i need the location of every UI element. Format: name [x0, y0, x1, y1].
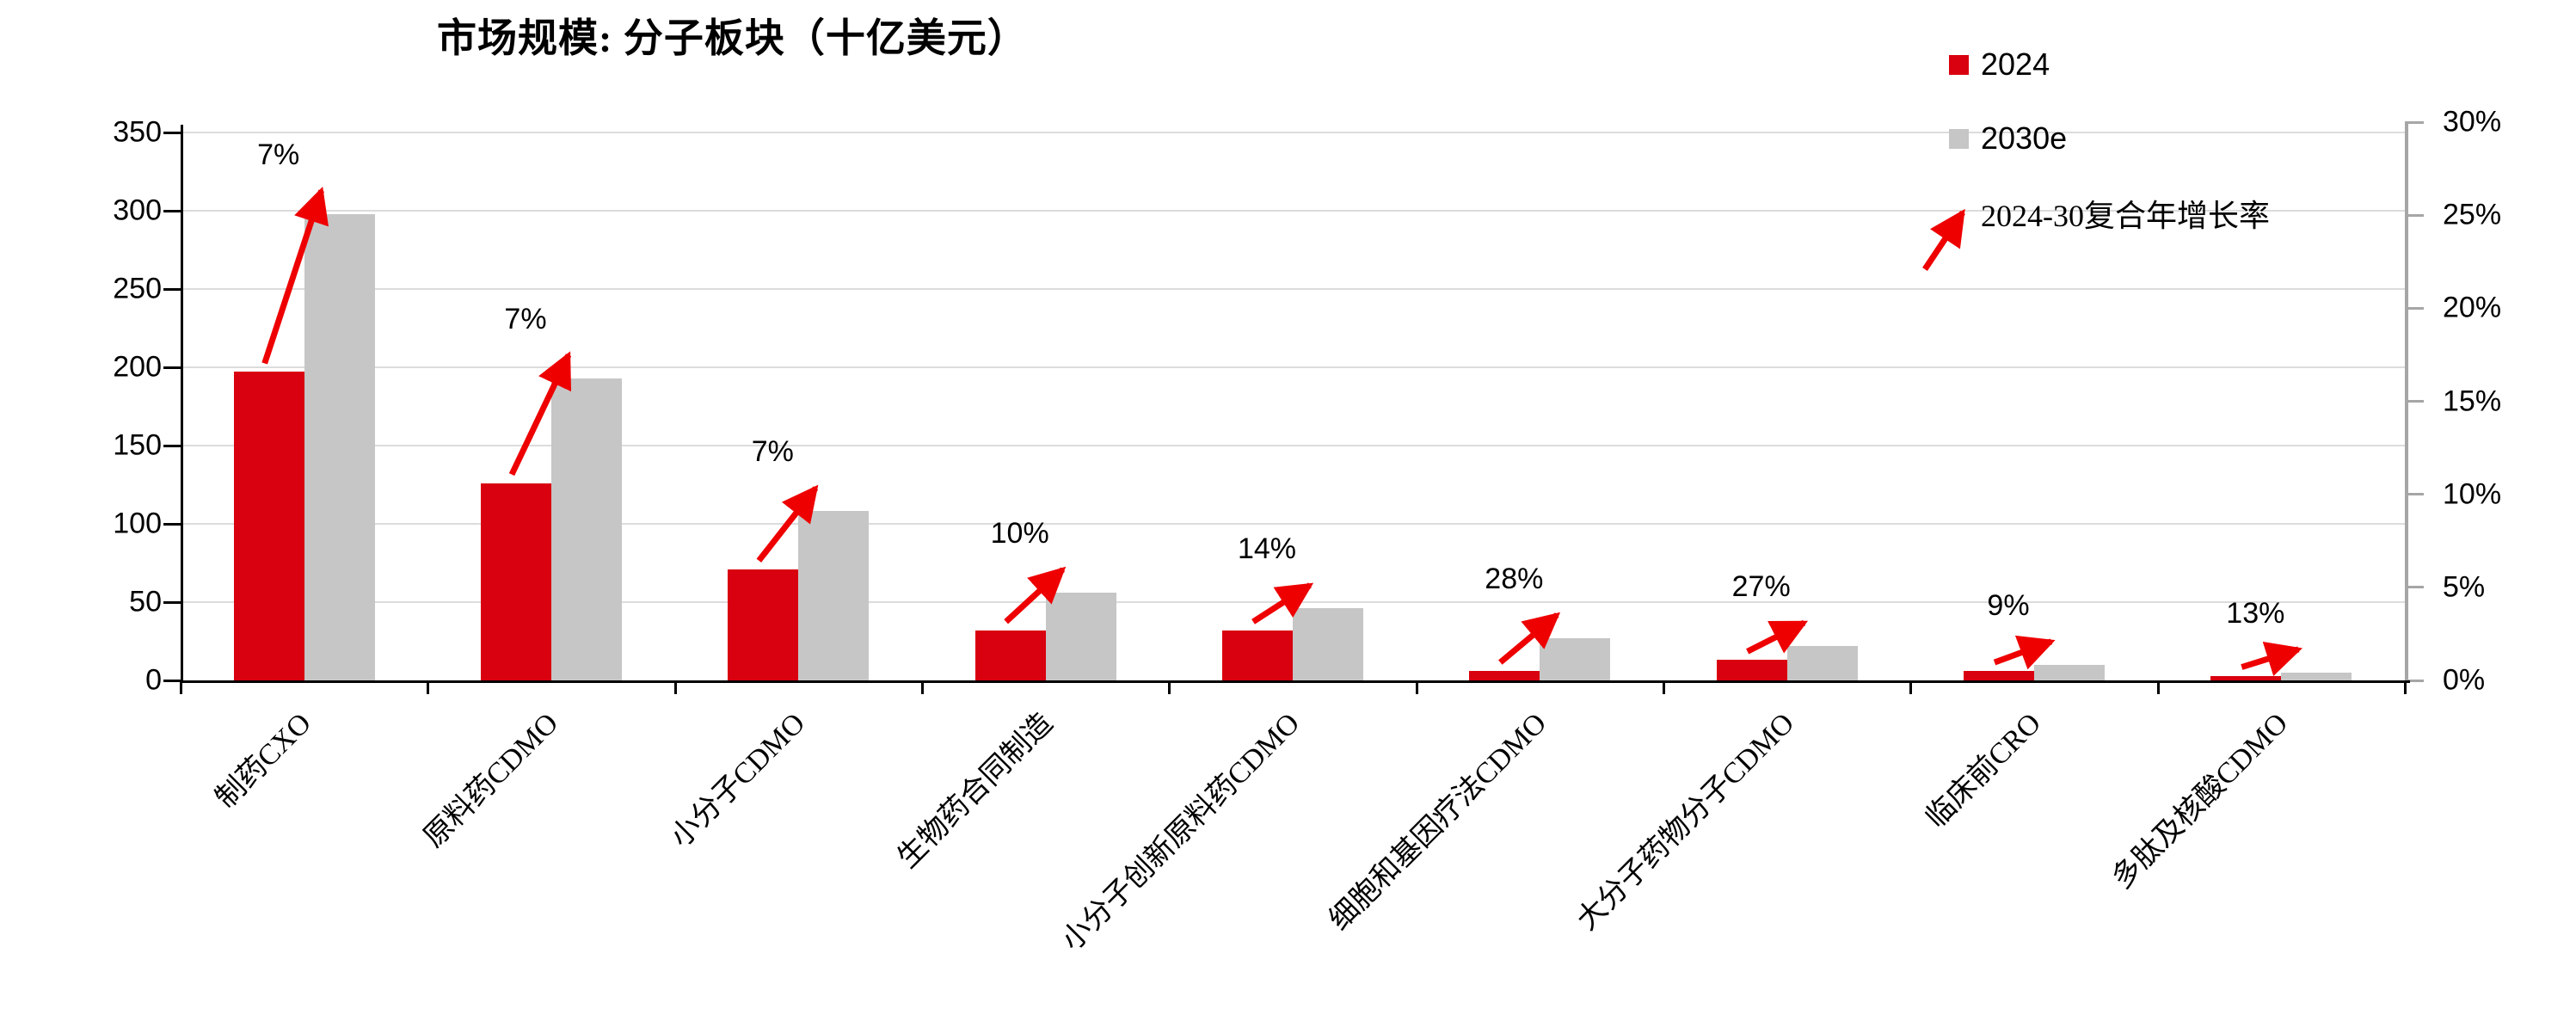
x-axis-tick: [2404, 680, 2407, 694]
gridline: [181, 132, 2405, 133]
gridline: [181, 445, 2405, 446]
y2-axis-tick: [2405, 400, 2424, 403]
bar-2024: [1469, 671, 1540, 680]
cagr-label: 7%: [257, 138, 300, 171]
y2-axis-tick: [2405, 213, 2424, 217]
legend-item-cagr: 2024-30复合年增长率: [1922, 194, 2270, 271]
gridline: [181, 523, 2405, 525]
y2-axis-label: 10%: [2443, 477, 2502, 511]
x-axis-tick: [427, 680, 430, 694]
legend-swatch-2030e-icon: [1949, 128, 1969, 149]
y2-axis-tick: [2405, 679, 2424, 682]
gridline: [181, 288, 2405, 290]
bar-2024: [974, 630, 1046, 680]
cagr-label: 28%: [1485, 562, 1544, 595]
gridline: [181, 210, 2405, 212]
bar-2030e: [1045, 593, 1116, 680]
y-axis-label: 150: [113, 428, 162, 462]
cagr-label: 13%: [2226, 596, 2285, 630]
cagr-label: 7%: [751, 435, 794, 469]
y-axis-label: 200: [113, 350, 162, 384]
y-axis-tick: [163, 444, 181, 447]
growth-arrow-icon: [1922, 208, 1965, 271]
bar-2024: [2210, 675, 2282, 680]
cagr-arrow: [1498, 612, 1561, 665]
x-axis-tick: [1663, 680, 1665, 694]
y-axis-tick: [163, 366, 181, 369]
y-axis-tick: [163, 209, 181, 212]
x-axis-line: [181, 680, 2410, 683]
y2-axis-tick: [2405, 306, 2424, 310]
y2-axis-label: 0%: [2443, 663, 2486, 697]
cagr-arrow: [1993, 635, 2056, 670]
y-axis-line: [181, 125, 183, 682]
legend-swatch-2024-icon: [1949, 54, 1969, 75]
y2-axis-label: 25%: [2443, 198, 2502, 231]
cagr-arrow: [1746, 619, 1809, 655]
cagr-label: 14%: [1237, 532, 1297, 566]
legend-label-2030e: 2030e: [1981, 120, 2068, 156]
y-axis-label: 100: [113, 507, 162, 540]
cagr-label: 7%: [504, 302, 547, 335]
y-axis-label: 0: [145, 663, 162, 697]
bar-2024: [233, 372, 304, 680]
y-axis-tick: [163, 679, 181, 682]
y-axis-tick: [163, 522, 181, 526]
cagr-arrow: [756, 484, 819, 563]
chart-title: 市场规模: 分子板块（十亿美元）: [437, 16, 1028, 60]
y2-axis-label: 20%: [2443, 291, 2502, 324]
cagr-arrow: [261, 186, 329, 365]
gridline: [181, 366, 2405, 368]
y2-axis-label: 15%: [2443, 384, 2502, 417]
legend-item-2024: 2024: [1925, 45, 2050, 84]
y2-axis-label: 30%: [2443, 105, 2502, 138]
bar-2024: [1964, 671, 2034, 680]
y-axis-tick: [163, 600, 181, 604]
bar-2024: [728, 569, 799, 680]
bar-2024: [1716, 660, 1787, 680]
x-axis-tick: [673, 680, 677, 694]
x-axis-tick: [180, 680, 182, 694]
y-axis-label: 350: [113, 115, 162, 149]
x-axis-tick: [2156, 680, 2160, 694]
bar-2030e: [551, 378, 622, 680]
y-axis-tick: [163, 287, 181, 291]
x-axis-tick: [1909, 680, 1913, 694]
cagr-label: 27%: [1731, 569, 1791, 603]
y-axis-label: 50: [129, 585, 162, 618]
y2-axis-line: [2405, 122, 2408, 680]
bar-2030e: [304, 213, 375, 680]
cagr-arrow: [2241, 641, 2303, 677]
legend-item-2030e: 2030e: [1925, 119, 2067, 158]
cagr-label: 10%: [990, 517, 1049, 551]
y2-axis-tick: [2405, 120, 2424, 124]
legend-label-2024: 2024: [1981, 46, 2050, 82]
cagr-arrow: [1251, 582, 1314, 624]
y-axis-tick: [163, 131, 181, 134]
y2-axis-label: 5%: [2443, 570, 2486, 604]
y2-axis-tick: [2405, 586, 2424, 589]
cagr-arrow: [508, 351, 572, 477]
legend-label-cagr: 2024-30复合年增长率: [1981, 199, 2270, 233]
cagr-arrow: [1004, 566, 1067, 624]
bar-2030e: [1293, 608, 1363, 680]
x-axis-tick: [921, 680, 924, 694]
bar-2024: [481, 483, 551, 680]
y-axis-label: 250: [113, 272, 162, 305]
y-axis-label: 300: [113, 194, 162, 227]
x-axis-tick: [1168, 680, 1171, 694]
bar-2030e: [798, 511, 870, 680]
bar-2030e: [2281, 672, 2352, 680]
bar-2024: [1222, 630, 1293, 680]
cagr-label: 9%: [1987, 588, 2030, 622]
y2-axis-tick: [2405, 493, 2424, 496]
x-axis-tick: [1415, 680, 1418, 694]
